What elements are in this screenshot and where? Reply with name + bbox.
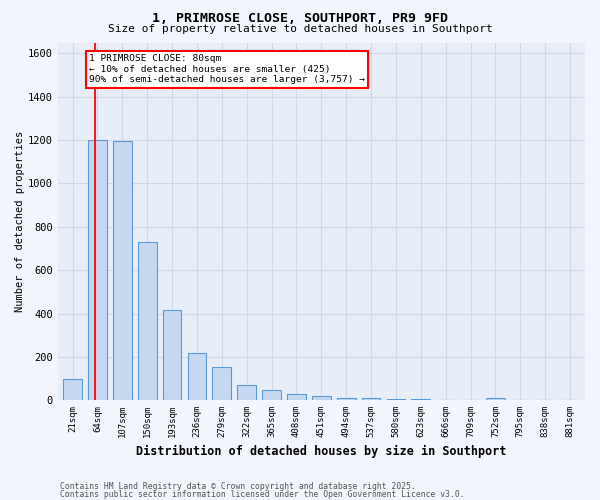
Bar [362,398,380,400]
Bar [486,398,505,400]
Text: Contains HM Land Registry data © Crown copyright and database right 2025.: Contains HM Land Registry data © Crown c… [60,482,416,491]
Bar [63,378,82,400]
Text: Contains public sector information licensed under the Open Government Licence v3: Contains public sector information licen… [60,490,464,499]
X-axis label: Distribution of detached houses by size in Southport: Distribution of detached houses by size … [136,444,506,458]
Bar [138,242,157,400]
Bar [88,140,107,400]
Bar [113,141,131,401]
Text: 1, PRIMROSE CLOSE, SOUTHPORT, PR9 9FD: 1, PRIMROSE CLOSE, SOUTHPORT, PR9 9FD [152,12,448,26]
Text: Size of property relative to detached houses in Southport: Size of property relative to detached ho… [107,24,493,34]
Text: 1 PRIMROSE CLOSE: 80sqm
← 10% of detached houses are smaller (425)
90% of semi-d: 1 PRIMROSE CLOSE: 80sqm ← 10% of detache… [89,54,365,84]
Bar [212,366,231,400]
Y-axis label: Number of detached properties: Number of detached properties [15,131,25,312]
Bar [337,398,356,400]
Bar [312,396,331,400]
Bar [163,310,181,400]
Bar [238,385,256,400]
Bar [386,399,405,400]
Bar [287,394,306,400]
Bar [262,390,281,400]
Bar [188,352,206,401]
